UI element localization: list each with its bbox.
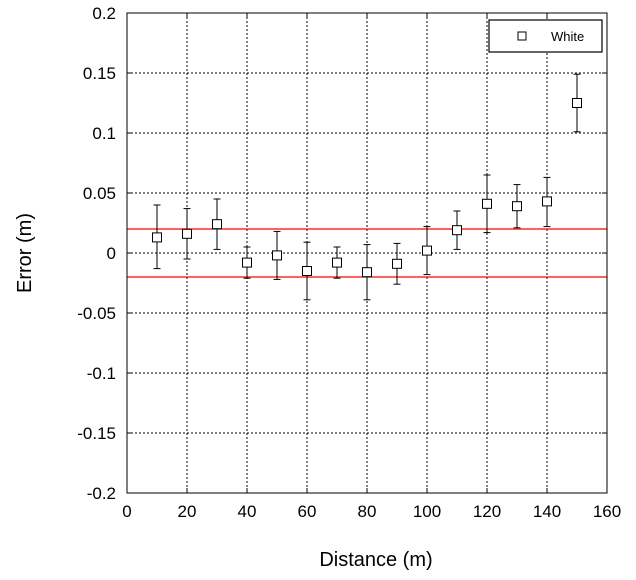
x-tick-label: 0 — [122, 502, 131, 521]
data-point — [182, 208, 192, 260]
data-point — [212, 198, 222, 250]
square-marker — [152, 232, 162, 243]
y-tick-label: 0.15 — [83, 64, 116, 83]
square-marker — [242, 257, 252, 268]
legend: White — [488, 19, 603, 53]
y-tick-label: -0.1 — [87, 364, 116, 383]
square-marker — [512, 201, 522, 212]
square-marker — [452, 225, 462, 236]
y-tick-label: 0.2 — [92, 4, 116, 23]
square-marker — [572, 98, 582, 108]
legend-marker — [517, 31, 527, 41]
y-tick-label: -0.15 — [77, 424, 116, 443]
y-tick-label: 0.05 — [83, 184, 116, 203]
y-tick-label: -0.05 — [77, 304, 116, 323]
data-series — [152, 73, 582, 301]
data-point — [272, 230, 282, 280]
data-point — [332, 246, 342, 279]
square-marker — [542, 196, 552, 207]
x-axis-label: Distance (m) — [319, 549, 432, 571]
data-point — [302, 241, 312, 301]
data-point — [512, 184, 522, 229]
data-point — [392, 242, 402, 285]
square-marker — [392, 258, 402, 269]
axes: 0 20 40 60 80 100 120 140 160 -0.2 -0.15 -0.1 -0.05 0… — [77, 4, 621, 521]
square-marker — [182, 228, 192, 239]
data-point — [542, 176, 552, 228]
square-marker — [482, 198, 492, 209]
square-marker — [422, 245, 432, 256]
y-tick-label: -0.2 — [87, 484, 116, 503]
y-tick-label: 0 — [107, 244, 116, 263]
data-point — [452, 210, 462, 250]
x-tick-label: 100 — [413, 502, 441, 521]
data-point — [242, 246, 252, 279]
x-tick-label: 120 — [473, 502, 501, 521]
square-marker — [212, 219, 222, 230]
x-tick-label: 20 — [178, 502, 197, 521]
data-point — [482, 174, 492, 234]
data-point — [572, 73, 582, 133]
y-axis-label: Error (m) — [14, 213, 36, 293]
data-point — [152, 204, 162, 270]
square-marker — [332, 257, 342, 268]
x-tick-label: 60 — [298, 502, 317, 521]
x-tick-label: 160 — [593, 502, 621, 521]
x-tick-label: 140 — [533, 502, 561, 521]
square-marker — [272, 250, 282, 261]
legend-label: White — [551, 29, 584, 44]
square-marker — [362, 267, 372, 278]
square-marker — [302, 266, 312, 276]
data-point — [422, 226, 432, 276]
x-tick-label: 40 — [238, 502, 257, 521]
x-tick-label: 80 — [358, 502, 377, 521]
data-point — [362, 244, 372, 301]
legend-box — [488, 19, 603, 53]
y-tick-label: 0.1 — [92, 124, 116, 143]
